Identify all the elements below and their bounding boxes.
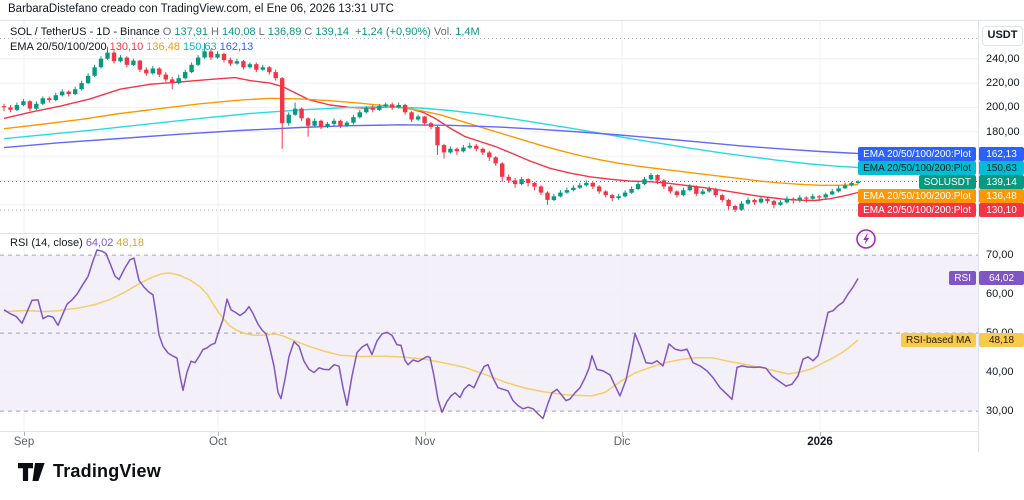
ema-legend-value: 136,48 bbox=[146, 41, 180, 53]
time-tick-label: 2026 bbox=[807, 436, 833, 448]
price-axis-separator bbox=[978, 21, 979, 452]
ema-plot-label: EMA 20/50/100/200:Plot bbox=[858, 189, 976, 203]
ema-legend-title: EMA 20/50/100/200 bbox=[10, 41, 107, 53]
rsi-tick-label: 30,00 bbox=[986, 405, 1014, 417]
ema-plot-label: EMA 20/50/100/200:Plot bbox=[858, 203, 976, 217]
rsi-legend[interactable]: RSI (14, close) 64,02 48,18 bbox=[10, 237, 144, 249]
rsi-ma-value: 48,18 bbox=[116, 237, 144, 249]
ohlc-value: 139,14 bbox=[315, 26, 350, 38]
ema-price-badge: 136,48 bbox=[979, 189, 1024, 203]
currency-toggle-button[interactable]: USDT bbox=[982, 26, 1023, 46]
attribution-text: BarbaraDistefano creado con TradingView.… bbox=[8, 3, 394, 15]
time-tick bbox=[218, 432, 219, 436]
last-price-badge: 139,14 bbox=[979, 175, 1024, 189]
price-tick-label: 180,00 bbox=[986, 126, 1020, 138]
time-tick-label: Dic bbox=[613, 436, 631, 448]
ema-legend-value: 130,10 bbox=[109, 41, 144, 53]
ohlc-key: H bbox=[211, 26, 219, 38]
ema-plot-label: EMA 20/50/100/200:Plot bbox=[858, 147, 976, 161]
symbol-legend[interactable]: SOL / TetherUS - 1D - Binance O 137,91 H 140… bbox=[10, 26, 483, 56]
lightning-icon[interactable] bbox=[855, 228, 877, 250]
ema-plot-label: EMA 20/50/100/200:Plot bbox=[858, 161, 976, 175]
ema-price-badge: 162,13 bbox=[979, 147, 1024, 161]
time-tick bbox=[425, 432, 426, 436]
time-tick-label: Nov bbox=[414, 436, 436, 448]
time-tick bbox=[622, 432, 623, 436]
ohlc-value: 136,89 bbox=[267, 26, 302, 38]
symbol-title[interactable]: SOL / TetherUS - 1D - Binance bbox=[10, 26, 160, 38]
chart-widget: 240,00220,00200,00180,0070,0060,0050,004… bbox=[0, 20, 1024, 454]
price-tick-label: 200,00 bbox=[986, 101, 1020, 113]
ema-price-badge: 150,63 bbox=[979, 161, 1024, 175]
ohlc-value: 140,08 bbox=[221, 26, 256, 38]
rsi-name-badge: RSI-based MA bbox=[900, 333, 976, 347]
time-tick bbox=[820, 432, 821, 436]
rsi-legend-title: RSI (14, close) bbox=[10, 237, 83, 249]
time-tick-label: Sep bbox=[13, 436, 35, 448]
rsi-tick-label: 60,00 bbox=[986, 288, 1014, 300]
volume-label: Vol. bbox=[433, 26, 453, 38]
ohlc-key: O bbox=[162, 26, 172, 38]
ohlc-value: 137,91 bbox=[174, 26, 209, 38]
rsi-value: 64,02 bbox=[85, 237, 114, 249]
price-chart-pane[interactable] bbox=[0, 21, 978, 234]
change-value: +1,24 (+0,90%) bbox=[355, 26, 431, 38]
rsi-value-badge: 48,18 bbox=[979, 333, 1024, 347]
ohlc-key: C bbox=[304, 26, 313, 38]
time-tick-label: Oct bbox=[209, 436, 227, 448]
ema-price-badge: 130,10 bbox=[979, 203, 1024, 217]
volume-value: 1,4M bbox=[455, 26, 480, 38]
tradingview-mark-icon bbox=[18, 462, 45, 481]
price-tick-label: 220,00 bbox=[986, 77, 1020, 89]
footer: TradingView bbox=[0, 452, 1024, 500]
price-axis[interactable]: 240,00220,00200,00180,0070,0060,0050,004… bbox=[858, 21, 1024, 452]
tradingview-logo[interactable]: TradingView bbox=[18, 461, 161, 482]
ohlc-key: L bbox=[258, 26, 265, 38]
price-tick-label: 240,00 bbox=[986, 53, 1020, 65]
rsi-chart-pane[interactable] bbox=[0, 234, 978, 431]
pane-divider[interactable] bbox=[0, 233, 978, 234]
time-axis[interactable]: Sep Oct Nov Dic 2026 bbox=[0, 431, 978, 453]
ema-legend-value: 150,63 bbox=[182, 41, 217, 53]
time-tick bbox=[24, 432, 25, 436]
rsi-name-badge: RSI bbox=[949, 271, 976, 285]
rsi-value-badge: 64,02 bbox=[979, 271, 1024, 285]
brand-name: TradingView bbox=[53, 461, 161, 481]
ema-legend[interactable]: EMA 20/50/100/200 130,10 136,48 150,63 162,1… bbox=[10, 41, 483, 53]
rsi-tick-label: 70,00 bbox=[986, 249, 1014, 261]
ema-legend-value: 162,13 bbox=[219, 41, 254, 53]
symbol-price-label: SOLUSDT bbox=[918, 175, 976, 189]
rsi-tick-label: 40,00 bbox=[986, 366, 1014, 378]
